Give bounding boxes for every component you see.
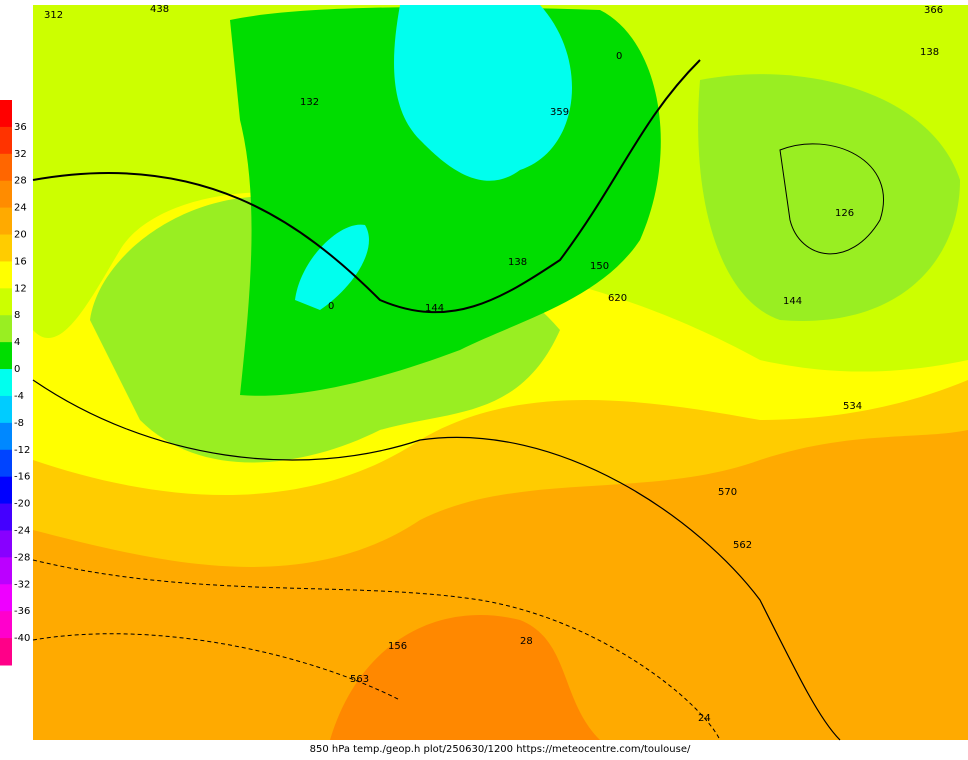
legend-label: 12 xyxy=(14,283,27,294)
map-label: 144 xyxy=(425,303,444,314)
contour xyxy=(779,143,884,255)
legend-swatch xyxy=(0,153,12,182)
legend-swatch xyxy=(0,234,12,262)
map-label: 438 xyxy=(150,4,169,15)
map-label: 156 xyxy=(388,641,407,652)
legend-label: 28 xyxy=(14,176,27,187)
hot-region xyxy=(330,615,600,740)
legend-swatch xyxy=(0,449,12,478)
legend-swatch xyxy=(0,207,12,236)
very-cold-region xyxy=(394,5,573,181)
legend-swatch xyxy=(0,395,12,424)
map-label: 359 xyxy=(550,107,569,118)
map-label: 150 xyxy=(590,261,609,272)
contour xyxy=(32,59,701,314)
legend-label: 32 xyxy=(14,149,27,160)
map-label: 138 xyxy=(508,257,527,268)
legend-label: -40 xyxy=(14,633,30,644)
contour xyxy=(32,559,721,741)
legend-swatch xyxy=(0,611,12,639)
map-label: 534 xyxy=(843,401,862,412)
legend-swatch xyxy=(0,476,12,505)
legend-label: -32 xyxy=(14,579,30,590)
cold-spot xyxy=(295,224,369,310)
map-label: 366 xyxy=(924,5,943,16)
legend-swatch xyxy=(0,503,12,531)
legend-label: -8 xyxy=(14,418,24,429)
legend-swatch xyxy=(0,638,12,666)
map-label: 144 xyxy=(783,296,802,307)
map-label: 312 xyxy=(44,10,63,21)
legend-swatch xyxy=(0,557,12,585)
map-label: 132 xyxy=(300,97,319,108)
legend-label: 0 xyxy=(14,364,20,375)
map-label: 24 xyxy=(698,713,711,724)
legend-label: -28 xyxy=(14,552,30,563)
map-label: 620 xyxy=(608,293,627,304)
legend-swatch xyxy=(0,288,12,316)
legend-label: -4 xyxy=(14,391,24,402)
map-label: 570 xyxy=(718,487,737,498)
legend-label: -36 xyxy=(14,606,30,617)
legend-label: 8 xyxy=(14,310,20,321)
legend-label: 16 xyxy=(14,256,27,267)
map-label: 562 xyxy=(733,540,752,551)
map-label: 563 xyxy=(350,674,369,685)
legend-label: -12 xyxy=(14,445,30,456)
map-label: 126 xyxy=(835,208,854,219)
color-legend: 36 32 28 24 20 16 12 8 4 0 -4 -8 -12 -16 -20 -24 -28 -32 -… xyxy=(0,100,30,666)
legend-label: -16 xyxy=(14,472,30,483)
legend-swatch xyxy=(0,369,12,397)
map-label: 28 xyxy=(520,636,533,647)
russia-region xyxy=(698,74,960,321)
map: 0 144 138 132 138 150 156 28 24 126 0 36… xyxy=(32,4,968,741)
map-label: 138 xyxy=(920,47,939,58)
legend-swatch xyxy=(0,315,12,343)
legend-label: -20 xyxy=(14,499,30,510)
contour xyxy=(32,633,401,701)
legend-swatch xyxy=(0,584,12,612)
legend-swatch xyxy=(0,530,12,558)
legend-label: 24 xyxy=(14,203,27,214)
legend-swatch xyxy=(0,180,12,209)
legend-swatch xyxy=(0,261,12,289)
footer: 850 hPa temp./geop.h plot/250630/1200 ht… xyxy=(310,744,691,755)
legend-swatch xyxy=(0,342,12,370)
map-label: 0 xyxy=(616,51,622,62)
legend-swatch xyxy=(0,422,12,451)
legend-label: 20 xyxy=(14,230,27,241)
legend-swatch xyxy=(0,100,12,128)
legend-label: -24 xyxy=(14,525,30,536)
contour xyxy=(32,379,841,741)
legend-label: 36 xyxy=(14,122,27,133)
legend-swatch xyxy=(0,126,12,155)
legend-label: 4 xyxy=(14,337,20,348)
map-label: 0 xyxy=(328,301,334,312)
